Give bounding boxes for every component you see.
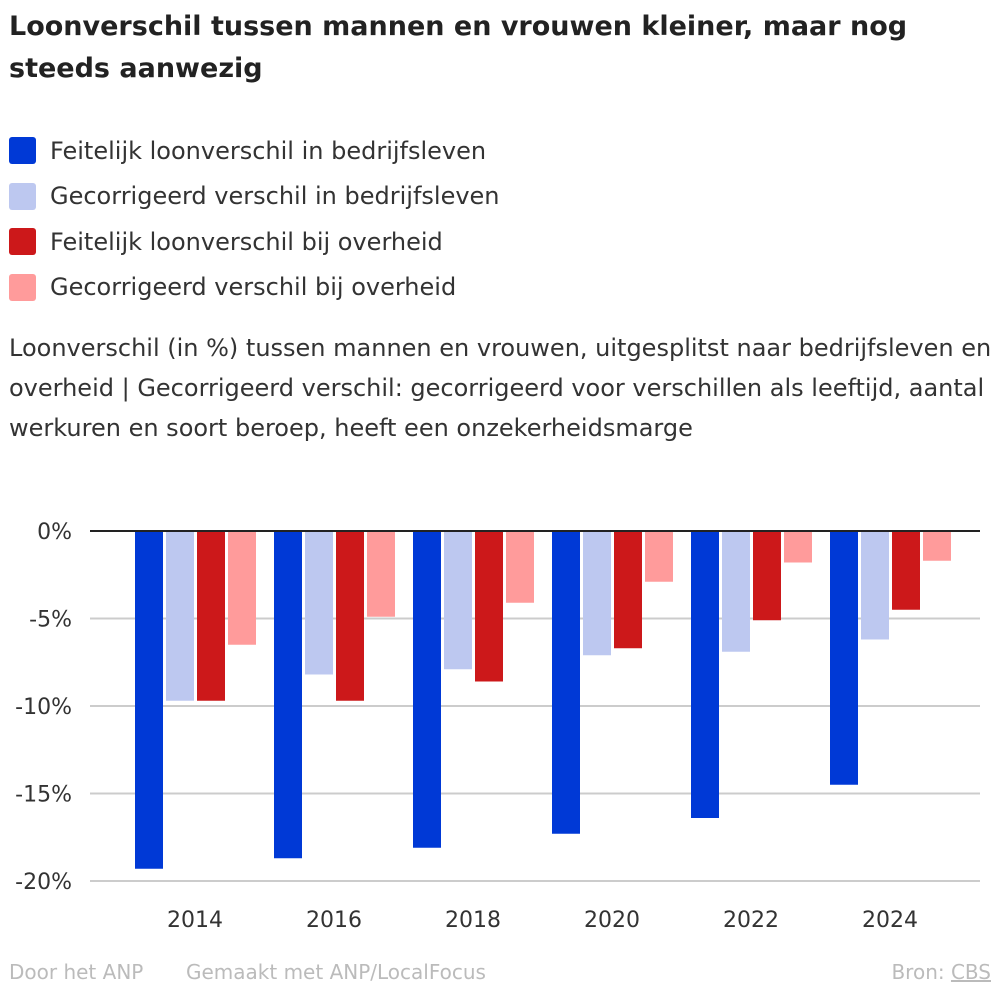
bar (923, 531, 951, 561)
bar (367, 531, 395, 617)
bar (506, 531, 534, 603)
y-tick-label: -10% (15, 695, 72, 720)
x-tick-label: 2018 (445, 908, 501, 933)
bar (552, 531, 580, 834)
legend-label: Gecorrigeerd verschil in bedrijfsleven (50, 182, 500, 211)
bar (228, 531, 256, 645)
bar (614, 531, 642, 649)
y-tick-label: -5% (29, 608, 72, 633)
x-tick-label: 2020 (584, 908, 640, 933)
bar (166, 531, 194, 701)
source-link[interactable]: CBS (950, 960, 991, 984)
legend-item[interactable]: Feitelijk loonverschil bij overheid (9, 219, 500, 265)
footer-author: Door het ANP (9, 960, 144, 984)
bar (475, 531, 503, 682)
legend-label: Gecorrigeerd verschil bij overheid (50, 273, 457, 302)
bar (861, 531, 889, 640)
source-label: Bron: (891, 960, 945, 984)
bar (274, 531, 302, 859)
legend-swatch (9, 182, 36, 210)
y-tick-label: -15% (15, 783, 72, 808)
chart-subtitle: Loonverschil (in %) tussen mannen en vro… (9, 334, 992, 442)
bar (135, 531, 163, 869)
bar (722, 531, 750, 652)
x-tick-label: 2024 (862, 908, 918, 933)
legend-swatch (9, 273, 36, 301)
bar (197, 531, 225, 701)
x-tick-label: 2022 (723, 908, 779, 933)
legend-label: Feitelijk loonverschil in bedrijfsleven (50, 136, 487, 165)
bar (645, 531, 673, 582)
footer-made-with[interactable]: Gemaakt met ANP/LocalFocus (186, 960, 486, 984)
bar (336, 531, 364, 701)
bar (583, 531, 611, 656)
bar (892, 531, 920, 610)
legend-swatch (9, 137, 36, 165)
x-tick-label: 2014 (167, 908, 223, 933)
legend: Feitelijk loonverschil in bedrijfsleven G… (9, 128, 500, 310)
bar (691, 531, 719, 818)
bar (413, 531, 441, 848)
legend-label: Feitelijk loonverschil bij overheid (50, 227, 443, 256)
legend-item[interactable]: Feitelijk loonverschil in bedrijfsleven (9, 128, 500, 174)
legend-item[interactable]: Gecorrigeerd verschil bij overheid (9, 265, 500, 311)
bar (753, 531, 781, 621)
chart-title: Loonverschil tussen mannen en vrouwen kl… (9, 11, 908, 84)
x-tick-label: 2016 (306, 908, 362, 933)
bar (305, 531, 333, 675)
legend-item[interactable]: Gecorrigeerd verschil in bedrijfsleven (9, 174, 500, 220)
y-tick-label: -20% (15, 870, 72, 895)
y-tick-label: 0% (37, 520, 72, 545)
bar (784, 531, 812, 563)
bar (444, 531, 472, 670)
bar (830, 531, 858, 785)
legend-swatch (9, 228, 36, 256)
